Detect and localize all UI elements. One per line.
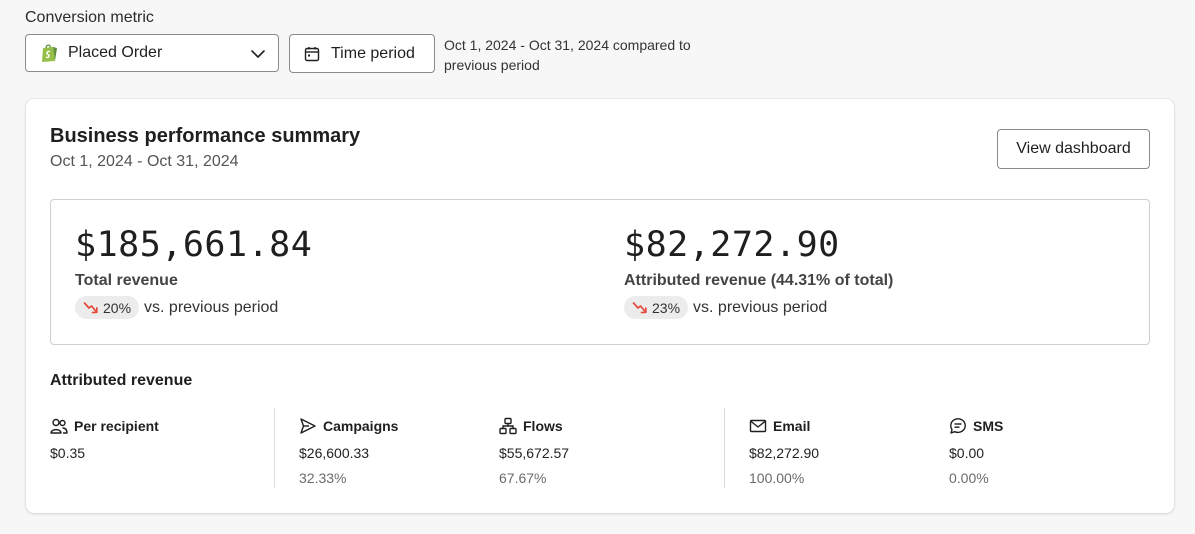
stat-value: $55,672.57: [499, 445, 570, 461]
people-icon: [50, 418, 68, 434]
stat-sms: SMS $0.00 0.00%: [949, 417, 1003, 486]
stat-percent: 100.00%: [749, 470, 805, 486]
total-revenue-block: $185,661.84 Total revenue 20% vs. previo…: [75, 224, 312, 319]
mail-icon: [749, 419, 767, 433]
shopify-icon: [42, 44, 57, 62]
stat-percent: 0.00%: [949, 470, 989, 486]
change-value: 23%: [652, 299, 681, 316]
trend-down-icon: [632, 301, 647, 313]
stat-label: Campaigns: [323, 418, 399, 434]
revenue-totals-box: $185,661.84 Total revenue 20% vs. previo…: [50, 199, 1150, 345]
view-dashboard-button[interactable]: View dashboard: [997, 129, 1150, 169]
attributed-revenue-amount: $82,272.90: [624, 225, 840, 265]
card-title: Business performance summary: [50, 125, 361, 147]
stat-email: Email $82,272.90 100.00%: [749, 417, 819, 486]
attributed-revenue-label: Attributed revenue (44.31% of total): [624, 272, 894, 289]
stat-percent: 67.67%: [499, 470, 547, 486]
stat-value: $26,600.33: [299, 445, 370, 461]
time-period-label: Time period: [331, 44, 415, 62]
send-icon: [300, 418, 316, 434]
total-revenue-change: 20% vs. previous period: [75, 296, 312, 319]
stat-value: $0.00: [949, 445, 985, 461]
divider: [274, 408, 275, 488]
stat-campaigns: Campaigns $26,600.33 32.33%: [299, 417, 398, 486]
stat-percent: 32.33%: [299, 470, 347, 486]
stat-per-recipient: Per recipient $0.35: [50, 417, 159, 461]
conversion-metric-label: Conversion metric: [25, 9, 154, 26]
chevron-down-icon: [251, 50, 265, 58]
stat-label: Email: [773, 418, 811, 434]
change-suffix: vs. previous period: [144, 298, 279, 316]
attributed-revenue-title: Attributed revenue: [50, 372, 193, 389]
stat-value: $82,272.90: [749, 445, 820, 461]
attributed-revenue-block: $82,272.90 Attributed revenue (44.31% of…: [624, 224, 893, 319]
change-value: 20%: [103, 299, 132, 316]
stat-value: $0.35: [50, 445, 86, 461]
trend-down-icon: [83, 301, 98, 313]
stat-label: SMS: [973, 418, 1004, 434]
performance-summary-card: Business performance summary Oct 1, 2024…: [26, 99, 1174, 513]
attributed-revenue-change: 23% vs. previous period: [624, 296, 893, 319]
total-revenue-amount: $185,661.84: [75, 225, 313, 265]
period-comparison-note: Oct 1, 2024 - Oct 31, 2024 compared to p…: [444, 37, 691, 73]
stat-flows: Flows $55,672.57 67.67%: [499, 417, 569, 486]
flow-icon: [499, 417, 517, 435]
message-icon: [950, 418, 966, 434]
change-badge: 20%: [75, 296, 140, 319]
stat-label: Flows: [523, 418, 563, 434]
calendar-icon: [304, 46, 320, 61]
change-badge: 23%: [624, 296, 689, 319]
divider: [724, 408, 725, 488]
total-revenue-label: Total revenue: [75, 272, 178, 289]
card-date-range: Oct 1, 2024 - Oct 31, 2024: [50, 153, 239, 170]
conversion-metric-value: Placed Order: [68, 44, 163, 61]
stat-label: Per recipient: [74, 418, 159, 434]
time-period-button[interactable]: Time period: [289, 34, 435, 73]
change-suffix: vs. previous period: [693, 298, 828, 316]
conversion-metric-select[interactable]: Placed Order: [25, 34, 279, 72]
